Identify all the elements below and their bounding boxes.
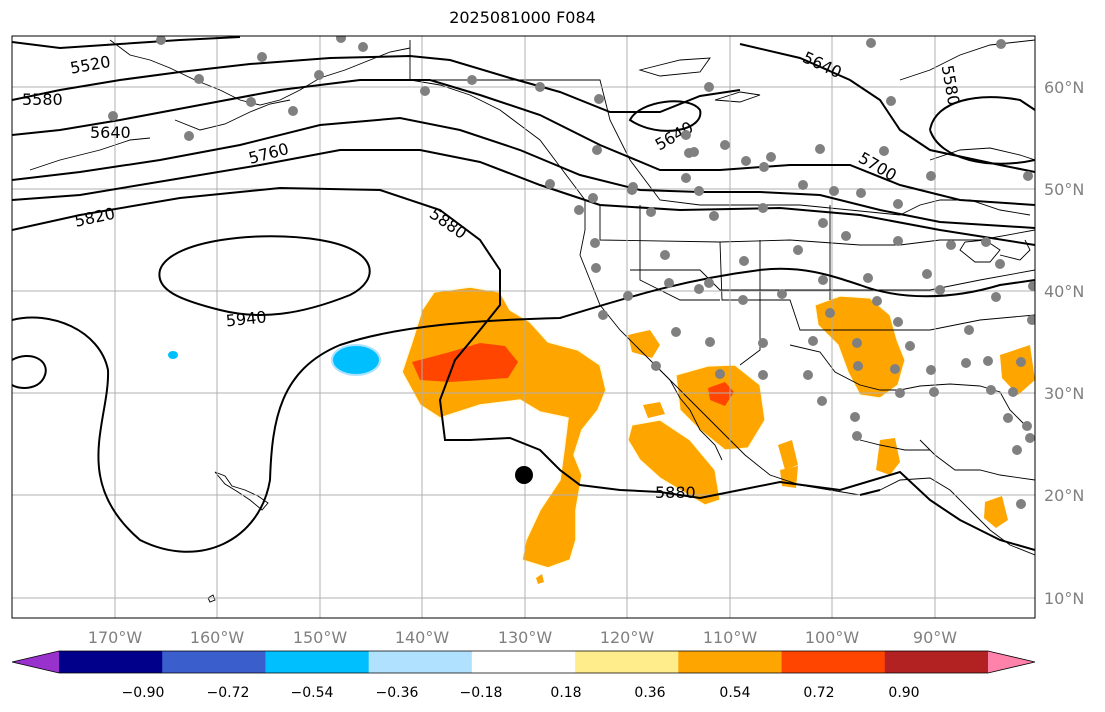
contour-5580-east xyxy=(929,96,1035,165)
contour-label: 5640 xyxy=(800,48,845,82)
colorbar-tick: 0.54 xyxy=(719,685,750,701)
graticule xyxy=(12,36,1035,618)
orange-anomaly-southeast xyxy=(1000,345,1035,395)
lat-label: 30°N xyxy=(1044,384,1084,403)
station-markers xyxy=(108,36,1035,509)
contour-label: 5640 xyxy=(90,123,131,142)
orange-anomaly-speck xyxy=(536,574,544,584)
map-title: 2025081000 F084 xyxy=(449,8,596,27)
lon-label: 160°W xyxy=(190,628,245,647)
height-contours xyxy=(12,36,1035,553)
contour-5880 xyxy=(12,186,1035,551)
colorbar-tick: 0.36 xyxy=(634,685,665,701)
blue-anomaly-small xyxy=(168,351,178,359)
colorbar-segments xyxy=(11,650,1036,674)
red-anomaly-sonora xyxy=(708,382,734,406)
orange-anomaly-east-pacific xyxy=(401,286,607,569)
colorbar-segment xyxy=(265,651,370,673)
longitude-labels: 170°W 160°W 150°W 140°W 130°W 120°W 110°… xyxy=(88,628,957,647)
plot-frame xyxy=(11,35,1036,619)
coastlines xyxy=(29,39,1035,603)
contour-label: 5520 xyxy=(69,52,112,78)
lon-label: 110°W xyxy=(703,628,758,647)
contour-label: 5700 xyxy=(855,148,900,185)
contour-5880-seg xyxy=(859,489,881,496)
contour-5640-low xyxy=(628,100,702,132)
contour-5880-loop xyxy=(12,267,1035,553)
colorbar-segment xyxy=(59,651,163,673)
colorbar-segment xyxy=(678,651,783,673)
contour-5820 xyxy=(12,149,1035,246)
orange-anomaly-small-2 xyxy=(778,440,798,470)
contour-5760 xyxy=(12,116,1035,229)
blue-anomaly-pacific xyxy=(331,344,381,376)
contour-label-group: 5520 5580 5640 5760 5820 5880 5940 5640 … xyxy=(22,48,963,502)
lat-label: 10°N xyxy=(1044,589,1084,608)
negative-anomaly-shading xyxy=(168,344,381,376)
map-area: 5520 5580 5640 5760 5820 5880 5940 5640 … xyxy=(12,36,1035,618)
contour-5940 xyxy=(158,235,371,316)
orange-anomaly-caribbean xyxy=(984,496,1008,528)
lon-label: 130°W xyxy=(498,628,553,647)
colorbar-tick: −0.90 xyxy=(122,685,165,701)
latitude-labels: 60°N 50°N 40°N 30°N 20°N 10°N xyxy=(1044,78,1084,608)
orange-anomaly-mexico-coast xyxy=(627,419,721,506)
orange-anomaly-baja xyxy=(628,330,660,358)
lat-label: 40°N xyxy=(1044,282,1084,301)
contour-label: 5880 xyxy=(426,204,470,243)
colorbar-segment xyxy=(162,651,266,673)
colorbar-segment xyxy=(781,651,886,673)
lat-label: 20°N xyxy=(1044,486,1084,505)
colorbar-tick: 0.72 xyxy=(803,685,834,701)
storm-center-marker xyxy=(515,466,533,484)
contour-label: 5940 xyxy=(225,307,267,330)
contour-5520 xyxy=(12,36,241,50)
colorbar-segment xyxy=(575,651,679,673)
lon-label: 150°W xyxy=(293,628,348,647)
orange-anomaly-small-1 xyxy=(643,402,665,418)
orange-anomaly-sonora xyxy=(675,364,766,451)
contour-label: 5880 xyxy=(655,483,696,502)
colorbar-segment xyxy=(471,651,576,673)
contour-label: 5580 xyxy=(22,90,63,109)
colorbar-tick: 0.90 xyxy=(888,685,919,701)
colorbar-segment xyxy=(988,651,1035,673)
contour-label: 5580 xyxy=(938,64,964,107)
contour-label: 5820 xyxy=(73,204,117,231)
contour-5580 xyxy=(12,54,741,113)
colorbar-tick: −0.72 xyxy=(207,685,250,701)
lon-label: 170°W xyxy=(88,628,143,647)
colorbar-tick: −0.54 xyxy=(291,685,334,701)
lon-label: 140°W xyxy=(395,628,450,647)
lon-label: 90°W xyxy=(913,628,957,647)
colorbar-outline xyxy=(11,650,1036,674)
colorbar-segment xyxy=(12,651,59,673)
lat-label: 60°N xyxy=(1044,78,1084,97)
colorbar-tick: −0.36 xyxy=(376,685,419,701)
contour-closed-west xyxy=(12,355,47,389)
lat-label: 50°N xyxy=(1044,180,1084,199)
colorbar: −0.90 −0.72 −0.54 −0.36 −0.18 0.18 0.36 … xyxy=(11,650,1036,701)
contour-5640 xyxy=(12,79,1035,206)
colorbar-tick: 0.18 xyxy=(550,685,581,701)
colorbar-tick-labels: −0.90 −0.72 −0.54 −0.36 −0.18 0.18 0.36 … xyxy=(122,685,920,701)
colorbar-segment xyxy=(368,651,473,673)
lon-label: 120°W xyxy=(600,628,655,647)
lon-label: 100°W xyxy=(805,628,860,647)
colorbar-segment xyxy=(884,651,989,673)
red-anomaly-east-pacific xyxy=(412,343,518,382)
positive-anomaly-shading xyxy=(401,286,1035,584)
colorbar-tick: −0.18 xyxy=(460,685,503,701)
orange-anomaly-gulf xyxy=(876,438,900,475)
